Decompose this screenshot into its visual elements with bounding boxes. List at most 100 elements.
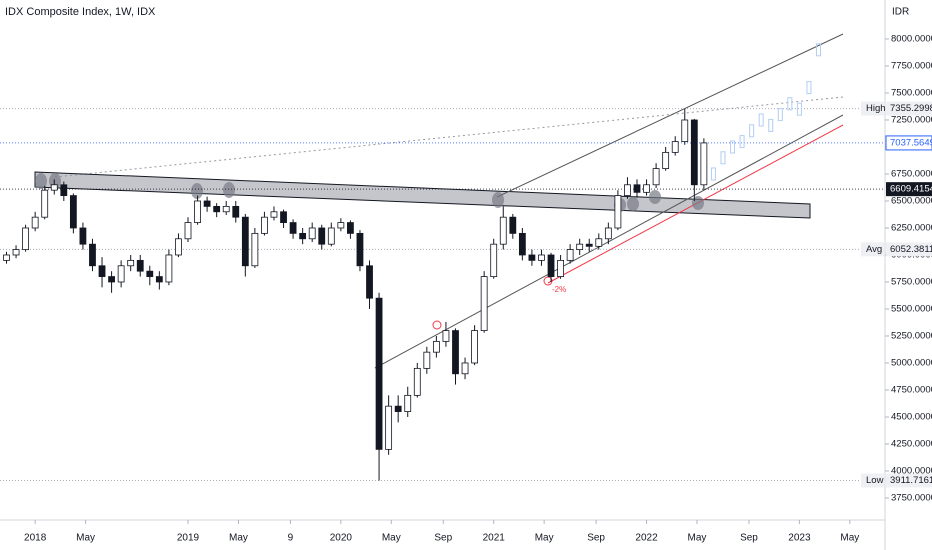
candle-body [528, 254, 536, 261]
touch-point [191, 183, 203, 199]
x-tick-label: 2023 [788, 533, 811, 544]
candle-body [681, 119, 689, 142]
candle-body [461, 362, 469, 375]
x-tick-label: 9 [288, 533, 294, 544]
candle-body [213, 205, 221, 213]
candle-body [375, 297, 383, 450]
projection-bar [796, 102, 802, 116]
y-tick-label: 7750.0000 [891, 61, 932, 72]
y-tick-label: 7500.0000 [891, 88, 932, 99]
candle-body [89, 243, 96, 267]
candle-body [60, 184, 68, 196]
candle-body [509, 216, 517, 234]
candle-body [69, 195, 77, 229]
candle-body [671, 141, 679, 153]
level-name-box [861, 473, 884, 488]
touch-point [223, 182, 235, 198]
level-name-box [861, 242, 884, 257]
level-badge [886, 182, 932, 197]
y-tick-label: 4250.0000 [891, 438, 932, 449]
channel-upper [496, 33, 844, 198]
currency: IDR [892, 7, 909, 18]
level-badge [886, 101, 932, 116]
candle-body [280, 211, 287, 223]
candle-body [432, 340, 440, 353]
candle-body [337, 222, 345, 229]
candle-body [12, 249, 20, 256]
candle-body [442, 330, 450, 342]
y-tick-label: 6250.0000 [891, 222, 932, 233]
x-tick-label: 2020 [330, 533, 353, 544]
candle-body [385, 405, 393, 450]
candle-body [347, 222, 354, 234]
candle-body [184, 222, 192, 240]
y-tick-label: 6750.0000 [891, 168, 932, 179]
touch-point-red [432, 320, 442, 330]
candle-body [299, 232, 307, 240]
candle-body [538, 254, 545, 261]
candle-body [547, 254, 555, 277]
candle-body [643, 184, 650, 193]
candle-body [327, 227, 335, 245]
x-tick-label: 2018 [24, 533, 47, 544]
y-tick-label: 8000.0000 [891, 34, 932, 45]
level-value: 7355.2998 [890, 103, 932, 114]
touch-point [649, 190, 661, 204]
candle-body [499, 216, 507, 245]
candle-body [289, 222, 297, 234]
projection-bar [739, 135, 745, 149]
projection-bar [720, 151, 726, 165]
candle-body [652, 168, 660, 186]
x-tick-label: 2022 [635, 533, 658, 544]
candles [3, 108, 708, 481]
candle-body [146, 270, 154, 277]
candle-body [662, 151, 670, 169]
projection-bar [730, 140, 736, 154]
y-tick-label: 7250.0000 [891, 114, 932, 125]
candle-body [136, 259, 144, 272]
level-value: 3911.7161 [890, 475, 932, 486]
x-tick-label: May [382, 533, 401, 544]
candle-body [241, 216, 249, 267]
candle-body [232, 205, 240, 218]
candle-body [413, 367, 421, 396]
candle-body [222, 205, 230, 213]
candle-body [31, 216, 39, 229]
candle-body [308, 227, 316, 240]
candle-body [50, 184, 58, 191]
x-tick-label: 2019 [177, 533, 200, 544]
candle-body [604, 227, 612, 240]
candle-body [155, 276, 163, 283]
candle-body [394, 405, 402, 412]
projection [710, 43, 822, 181]
candle-body [404, 394, 412, 412]
chart-title: IDX Composite Index, 1W, IDX [5, 6, 156, 18]
candle-body [690, 119, 698, 186]
y-tick-label: 3750.0000 [891, 492, 932, 503]
candle-body [490, 243, 498, 277]
y-tick-label: 5250.0000 [891, 330, 932, 341]
candle-body [203, 200, 211, 207]
candle-body [633, 184, 641, 193]
candle-body [251, 232, 259, 267]
candle-body [423, 351, 431, 369]
y-tick-label: 4000.0000 [891, 465, 932, 476]
projection-bar [710, 167, 716, 181]
candle-body [452, 330, 459, 375]
x-tick-label: Sep [434, 533, 452, 544]
touch-point [692, 196, 704, 210]
candle-body [366, 265, 373, 299]
x-tick-label: May [535, 533, 554, 544]
candle-body [595, 238, 603, 247]
candle-body [261, 216, 268, 234]
channel-lower [374, 114, 844, 369]
touch-point [35, 173, 47, 189]
level-name-box [861, 101, 884, 116]
x-tick-label: 2021 [483, 533, 506, 544]
projection-bar [816, 43, 822, 57]
projection-bar [777, 108, 783, 122]
touch-point [492, 192, 504, 208]
x-tick-label: May [76, 533, 95, 544]
x-tick-label: Sep [740, 533, 758, 544]
